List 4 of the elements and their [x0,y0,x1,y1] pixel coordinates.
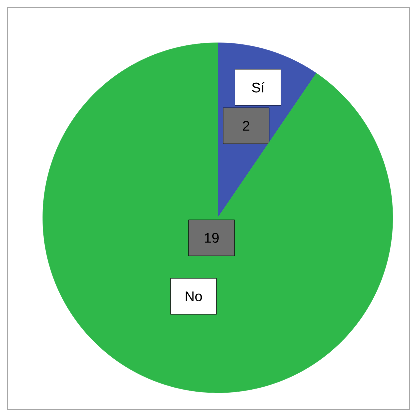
slice-label: No [186,292,202,302]
data-label: 2 [243,121,250,131]
slice-label: Sí [252,82,265,93]
data-label: 19 [205,233,219,244]
